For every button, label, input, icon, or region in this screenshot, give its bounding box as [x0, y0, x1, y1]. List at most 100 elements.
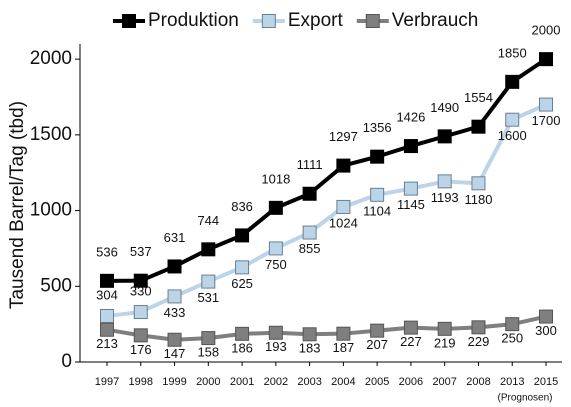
- annotation: (Prognosen): [497, 393, 552, 404]
- marker: [100, 322, 114, 337]
- marker: [403, 320, 418, 335]
- legend-marker: [365, 14, 380, 28]
- marker: [167, 289, 182, 304]
- data-label: 631: [164, 230, 186, 245]
- data-label: 147: [164, 346, 186, 361]
- data-label: 1145: [397, 197, 425, 212]
- marker: [302, 327, 317, 342]
- marker: [539, 52, 553, 67]
- marker: [268, 200, 283, 215]
- data-label: 1104: [363, 203, 391, 218]
- x-tick-label: 2005: [365, 376, 389, 388]
- data-label: 531: [197, 290, 219, 305]
- y-axis-title: Tausend Barrel/Tag (tbd): [7, 101, 28, 309]
- marker: [505, 74, 520, 89]
- y-tick-label: 500: [40, 275, 72, 296]
- marker: [133, 328, 148, 343]
- x-tick-label: 2013: [500, 376, 524, 388]
- legend-label: Verbrauch: [392, 10, 479, 31]
- x-tick-label: 2002: [264, 376, 288, 388]
- marker: [302, 225, 317, 240]
- data-label: 433: [164, 305, 186, 320]
- data-label: 330: [130, 283, 152, 298]
- marker: [471, 176, 486, 191]
- data-label: 625: [231, 276, 253, 291]
- data-label: 176: [130, 342, 152, 357]
- x-tick-label: 2000: [196, 376, 220, 388]
- marker: [100, 273, 114, 288]
- data-label: 158: [197, 345, 219, 360]
- data-label: 744: [197, 213, 219, 228]
- marker: [539, 309, 553, 324]
- data-label: 1490: [430, 100, 459, 115]
- data-label: 537: [130, 244, 152, 259]
- marker: [370, 187, 385, 202]
- data-label: 304: [96, 287, 118, 302]
- data-label: 250: [501, 331, 523, 346]
- data-label: 1850: [498, 45, 527, 60]
- data-label: 855: [299, 241, 321, 256]
- x-tick-label: 2001: [230, 376, 254, 388]
- marker: [133, 305, 148, 320]
- x-tick-label: 1997: [95, 376, 119, 388]
- marker: [235, 228, 250, 243]
- marker: [133, 273, 148, 288]
- data-label: 1600: [498, 128, 527, 143]
- data-label: 750: [265, 257, 287, 272]
- data-label: 1193: [431, 190, 459, 205]
- data-label: 213: [96, 336, 118, 351]
- data-label: 300: [535, 323, 557, 338]
- marker: [268, 241, 283, 256]
- data-label: 1356: [363, 120, 392, 135]
- marker: [235, 326, 250, 341]
- marker: [505, 112, 520, 127]
- data-label: 187: [333, 340, 355, 355]
- y-tick-label: 1000: [30, 200, 72, 221]
- marker: [437, 129, 452, 144]
- data-label: 1700: [532, 113, 561, 128]
- x-tick-label: 2003: [297, 376, 321, 388]
- legend-label: Produktion: [148, 10, 239, 31]
- marker: [268, 325, 283, 340]
- x-tick-label: 2006: [399, 376, 423, 388]
- marker: [167, 332, 182, 347]
- legend-label: Export: [288, 10, 344, 31]
- data-label: 229: [468, 334, 490, 349]
- marker: [471, 119, 486, 134]
- data-label: 1554: [464, 90, 493, 105]
- data-label: 227: [400, 334, 422, 349]
- data-label: 186: [231, 340, 253, 355]
- marker: [505, 317, 520, 332]
- data-label: 1297: [329, 129, 358, 144]
- legend-marker: [261, 14, 276, 28]
- data-label: 219: [434, 335, 456, 350]
- x-tick-label: 2008: [466, 376, 490, 388]
- x-tick-label: 2007: [432, 376, 456, 388]
- marker: [302, 186, 317, 201]
- marker: [336, 326, 351, 341]
- x-tick-label: 1999: [162, 376, 186, 388]
- data-label: 1024: [329, 215, 358, 230]
- marker: [167, 259, 182, 274]
- y-tick-label: 2000: [30, 48, 72, 69]
- marker: [437, 174, 452, 189]
- data-label: 1426: [396, 110, 425, 125]
- data-label: 1018: [261, 171, 290, 186]
- marker: [201, 331, 216, 346]
- x-tick-label: 2015: [534, 376, 558, 388]
- x-tick-label: 2004: [331, 376, 355, 388]
- data-label: 2000: [532, 23, 561, 38]
- marker: [336, 199, 351, 214]
- marker: [539, 97, 553, 112]
- marker: [201, 242, 216, 257]
- marker: [100, 308, 114, 323]
- marker: [471, 320, 486, 335]
- x-tick-label: 1998: [129, 376, 153, 388]
- legend-marker: [122, 14, 136, 28]
- data-label: 193: [265, 339, 287, 354]
- y-tick-label: 0: [61, 351, 72, 372]
- marker: [336, 158, 351, 173]
- series-line: [106, 102, 547, 318]
- marker: [370, 323, 385, 338]
